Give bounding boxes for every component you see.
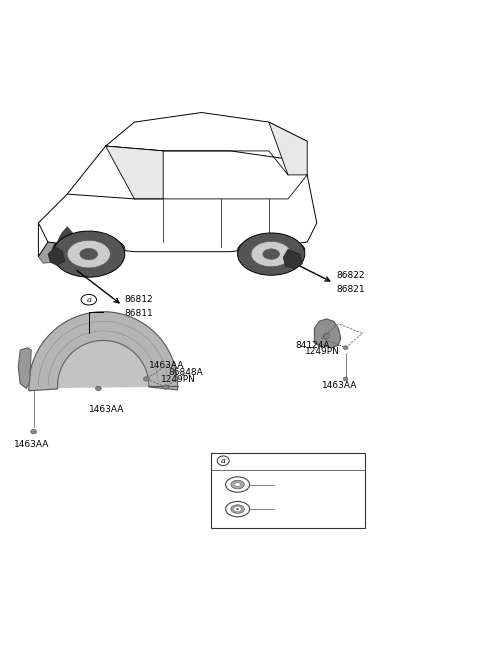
Polygon shape [18, 348, 31, 388]
Text: a: a [221, 457, 226, 464]
Ellipse shape [31, 430, 36, 434]
Polygon shape [314, 319, 341, 348]
Ellipse shape [231, 480, 244, 489]
Ellipse shape [144, 376, 149, 381]
Ellipse shape [80, 248, 98, 260]
Polygon shape [29, 311, 178, 391]
Ellipse shape [251, 241, 291, 267]
Ellipse shape [234, 507, 241, 512]
Ellipse shape [263, 249, 279, 260]
Text: 1463AA: 1463AA [149, 361, 184, 370]
Text: 1463AA: 1463AA [14, 440, 50, 449]
Text: 84124A: 84124A [295, 341, 330, 350]
Polygon shape [34, 340, 173, 388]
Polygon shape [106, 146, 163, 199]
Ellipse shape [96, 386, 101, 391]
Polygon shape [38, 242, 89, 263]
Ellipse shape [236, 508, 239, 510]
Ellipse shape [53, 231, 125, 277]
Text: 86821: 86821 [336, 285, 365, 294]
Ellipse shape [81, 294, 96, 305]
Ellipse shape [235, 483, 240, 486]
Ellipse shape [324, 333, 330, 338]
Text: 86822: 86822 [336, 271, 364, 281]
Wedge shape [56, 226, 89, 263]
Ellipse shape [343, 377, 348, 381]
Polygon shape [283, 249, 302, 269]
Ellipse shape [343, 346, 348, 350]
Polygon shape [269, 122, 307, 175]
Text: 84220U: 84220U [276, 480, 311, 489]
Text: 86848A: 86848A [168, 368, 203, 377]
Text: 1249PN: 1249PN [305, 347, 340, 356]
Text: 1463AA: 1463AA [322, 380, 357, 390]
Ellipse shape [67, 240, 110, 268]
Text: 86811: 86811 [125, 309, 154, 318]
Text: a: a [86, 296, 91, 304]
Ellipse shape [238, 233, 305, 275]
Text: 86812: 86812 [125, 296, 154, 304]
Text: 1463AA: 1463AA [89, 405, 124, 414]
Text: 84219E: 84219E [276, 505, 310, 514]
Ellipse shape [231, 505, 244, 513]
Ellipse shape [163, 385, 168, 389]
FancyBboxPatch shape [211, 453, 365, 528]
Text: 1249PN: 1249PN [161, 375, 196, 384]
Polygon shape [48, 247, 65, 265]
